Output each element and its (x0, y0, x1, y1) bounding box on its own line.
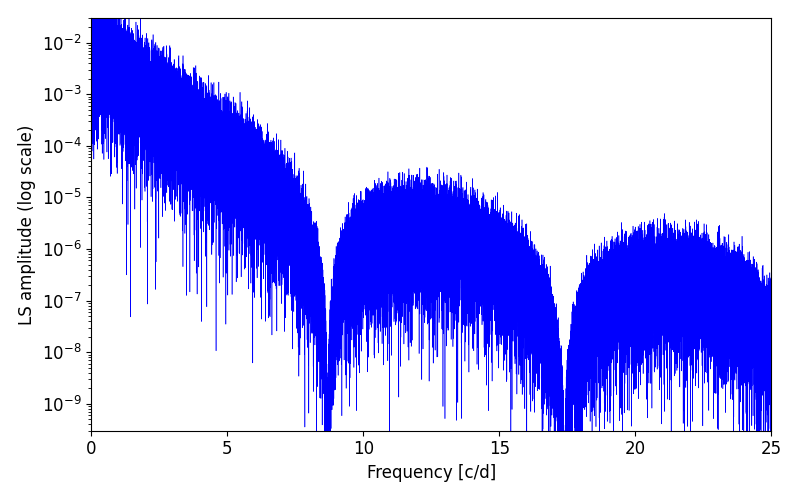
X-axis label: Frequency [c/d]: Frequency [c/d] (366, 464, 496, 482)
Y-axis label: LS amplitude (log scale): LS amplitude (log scale) (18, 124, 36, 324)
